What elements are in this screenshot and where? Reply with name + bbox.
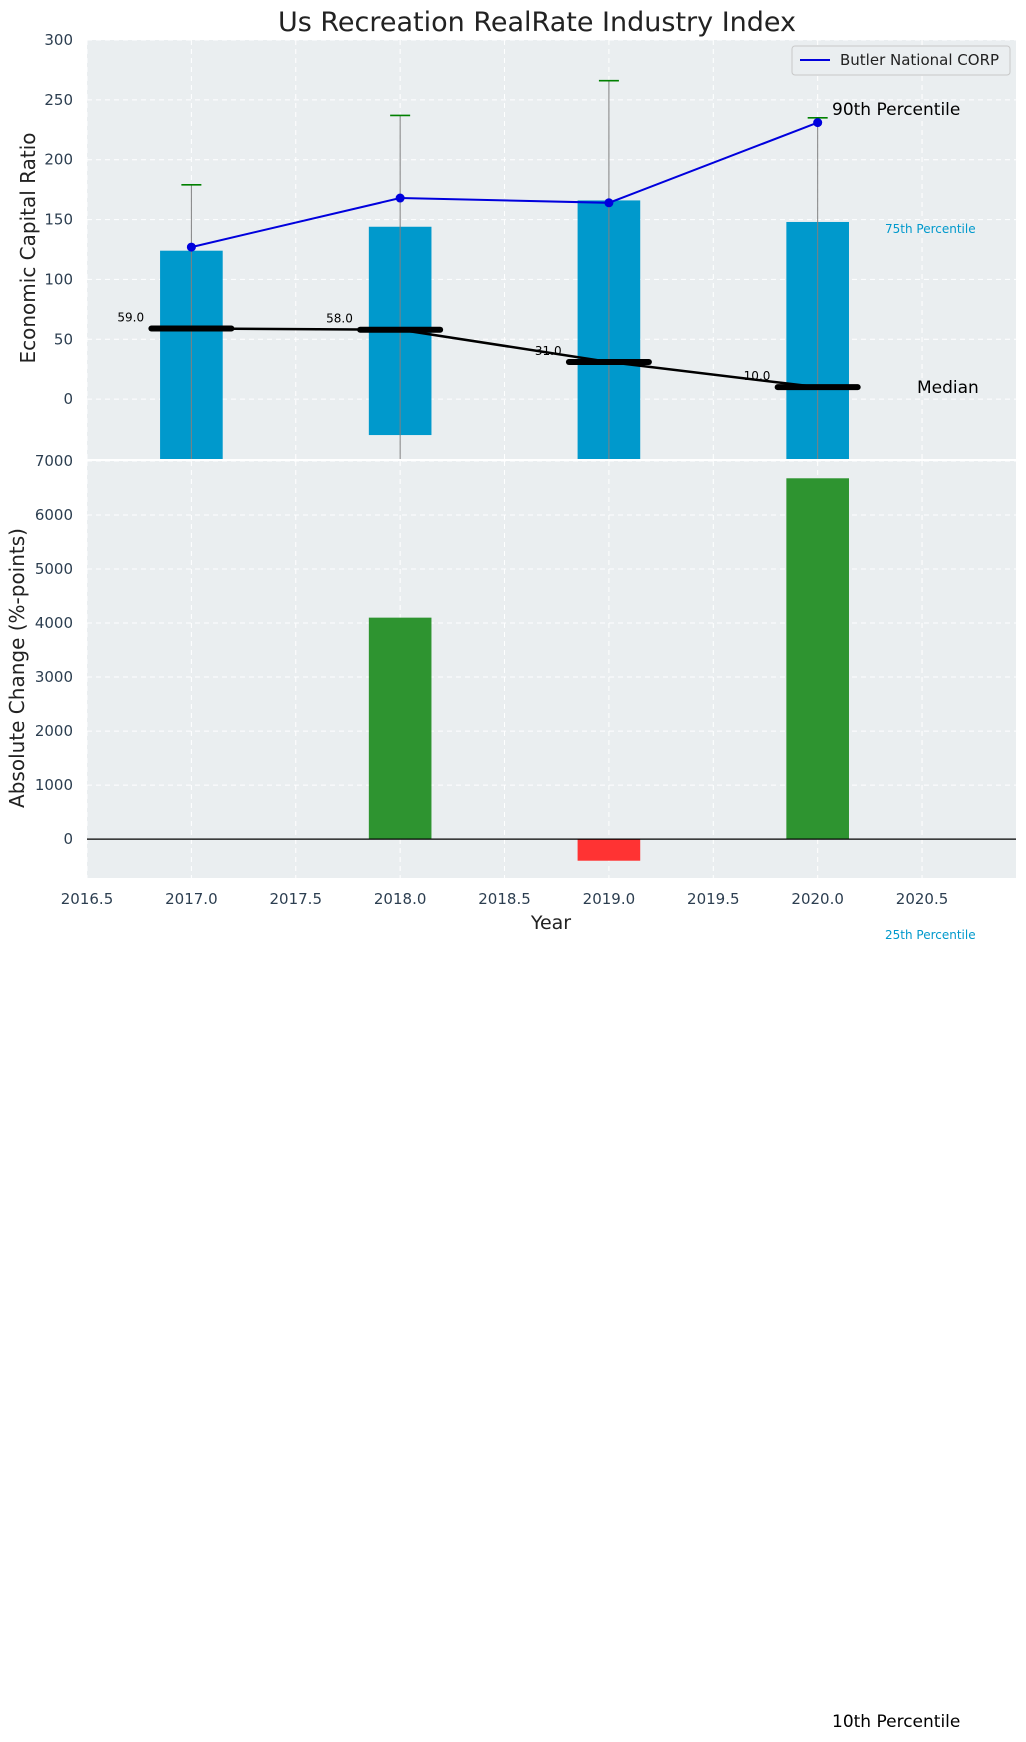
x-tick-label: 2017.0	[165, 890, 218, 908]
x-tick-label: 2019.5	[687, 890, 740, 908]
x-tick-label: 2017.5	[270, 890, 323, 908]
median-value-label: 59.0	[117, 311, 144, 325]
whiskers	[181, 79, 828, 459]
legend-box	[791, 45, 1011, 76]
annotation-median: Median	[917, 378, 979, 398]
median-series: 59.0 58.0 31.0 10.0	[117, 311, 861, 391]
x-tick-label: 2020.5	[896, 890, 949, 908]
top-y-tick-label: 100	[44, 270, 73, 288]
company-point	[186, 242, 196, 252]
annotation-p75: 75th Percentile	[885, 222, 976, 236]
top-plot-area	[87, 40, 1016, 459]
bottom-y-tick-labels: 0 1000 2000 3000 4000 5000 6000 7000	[35, 452, 73, 848]
bottom-panel: 0 1000 2000 3000 4000 5000 6000 7000 2016.5 2017…	[5, 452, 1016, 934]
top-y-tick-label: 0	[63, 390, 73, 408]
annotation-p10: 10th Percentile	[832, 1712, 960, 1732]
top-panel: 0 50 100 150 200 250 300 59.0 58.0 31.0 10.0 Econ…	[16, 31, 1016, 459]
bottom-y-tick-label: 1000	[35, 776, 73, 794]
company-series	[186, 118, 823, 252]
company-line	[191, 121, 819, 249]
median-value-label: 58.0	[326, 312, 353, 326]
top-y-tick-labels: 0 50 100 150 200 250 300	[44, 31, 73, 408]
top-y-tick-label: 50	[54, 330, 73, 348]
x-tick-label: 2019.0	[583, 890, 636, 908]
annotation-p90: 90th Percentile	[832, 100, 960, 120]
bottom-y-tick-label: 7000	[35, 452, 73, 470]
negative-change-bar	[577, 839, 641, 861]
company-point	[813, 118, 823, 128]
bottom-y-tick-label: 0	[63, 830, 73, 848]
bottom-y-tick-label: 5000	[35, 560, 73, 578]
bottom-y-tick-label: 4000	[35, 614, 73, 632]
x-tick-labels: 2016.5 2017.0 2017.5 2018.0 2018.5 2019.0 2019…	[61, 890, 949, 908]
positive-change-bar	[786, 478, 849, 840]
top-y-tick-label: 300	[44, 31, 73, 49]
top-y-tick-label: 250	[44, 91, 73, 109]
x-tick-label: 2018.0	[374, 890, 427, 908]
median-value-label: 10.0	[744, 369, 771, 383]
x-axis-label: Year	[530, 912, 571, 934]
x-tick-label: 2020.0	[791, 890, 844, 908]
legend: Butler National CORP	[791, 45, 1011, 76]
x-tick-label: 2018.5	[478, 890, 531, 908]
bottom-y-tick-label: 6000	[35, 506, 73, 524]
top-y-tick-label: 200	[44, 151, 73, 169]
median-line	[191, 327, 818, 389]
change-bars	[368, 478, 849, 861]
positive-change-bar	[368, 617, 432, 840]
company-point	[395, 193, 405, 203]
x-tick-label: 2016.5	[61, 890, 114, 908]
annotation-p25: 25th Percentile	[885, 928, 976, 942]
bottom-plot-area	[87, 461, 1016, 878]
company-point	[604, 198, 614, 208]
bottom-y-axis-label: Absolute Change (%-points)	[5, 528, 29, 808]
top-y-tick-label: 150	[44, 211, 73, 229]
median-value-label: 31.0	[535, 344, 562, 358]
bottom-y-tick-label: 2000	[35, 722, 73, 740]
bottom-y-tick-label: 3000	[35, 668, 73, 686]
chart-title: Us Recreation RealRate Industry Index	[278, 7, 796, 38]
legend-label: Butler National CORP	[840, 51, 999, 69]
top-y-axis-label: Economic Capital Ratio	[16, 132, 40, 363]
